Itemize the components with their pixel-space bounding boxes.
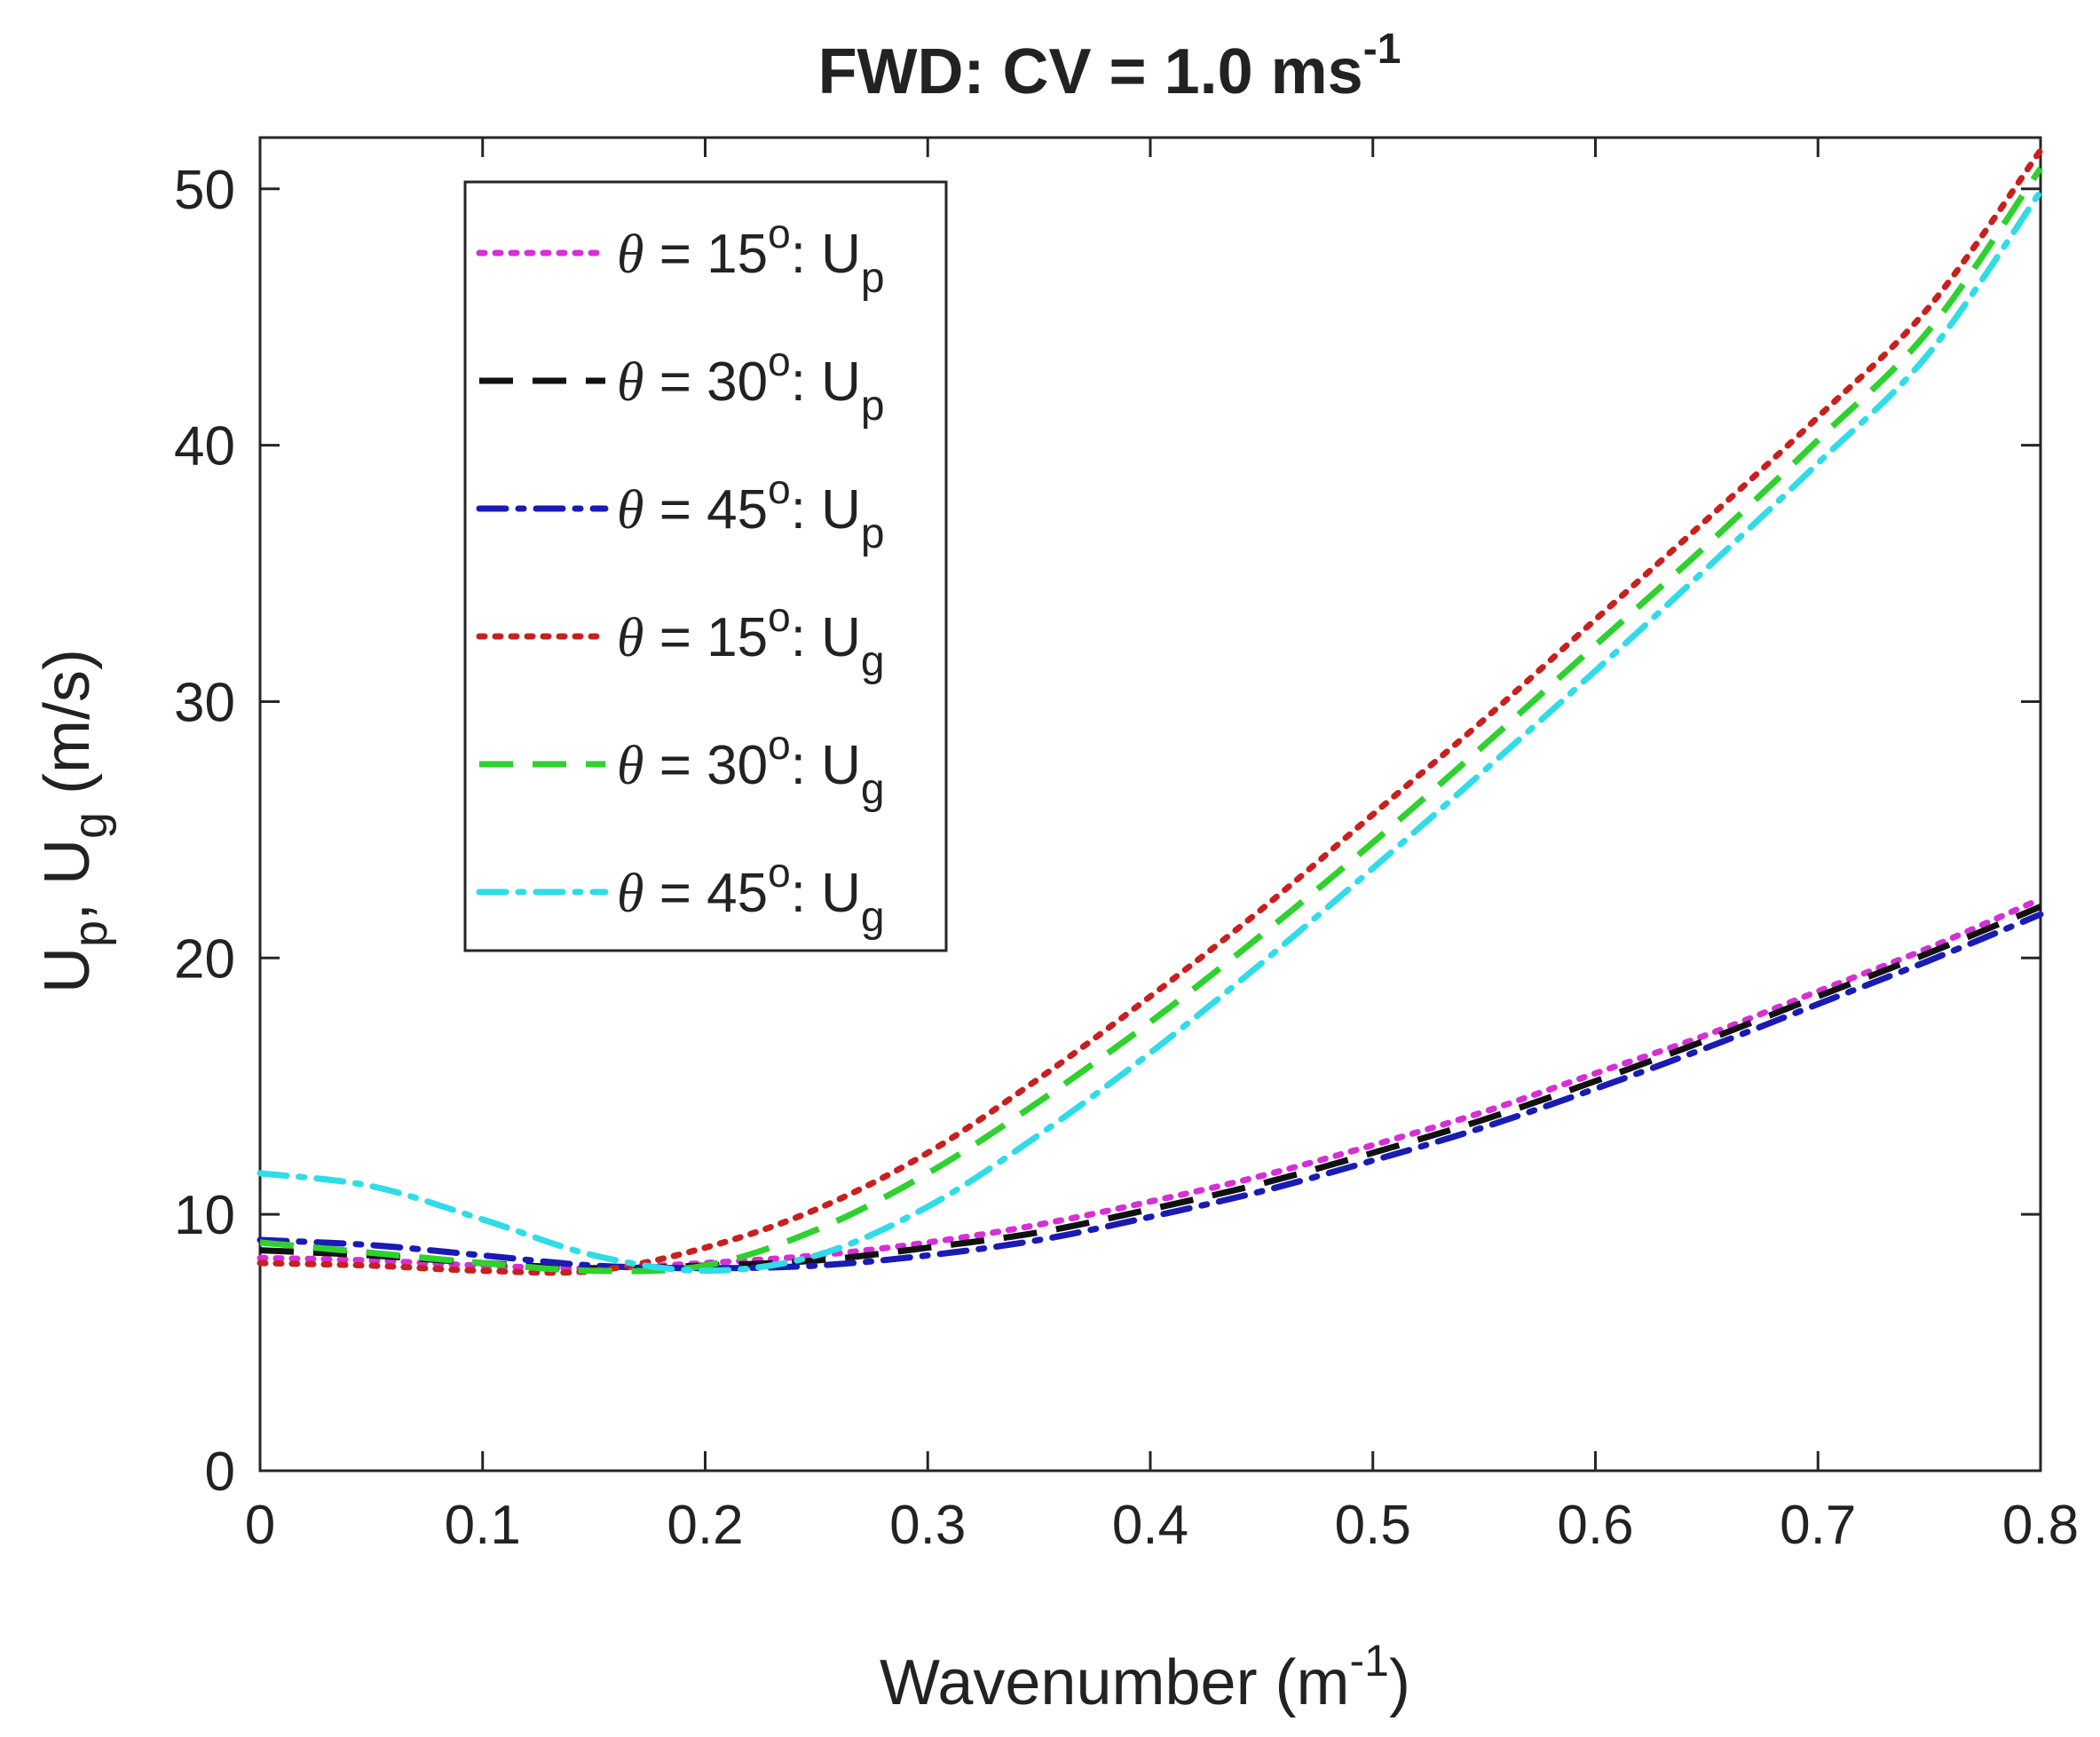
x-tick-label: 0.2 [667,1495,743,1556]
legend-label-theta45-ug: θ = 45o: Ug [617,849,885,941]
x-tick-label: 0.5 [1335,1495,1411,1556]
legend-label-theta15-ug: θ = 15o: Ug [617,594,885,685]
legend-label-theta45-up: θ = 45o: Up [617,466,885,557]
chart-title: FWD: CV = 1.0 ms-1 [818,26,1401,107]
x-tick-label: 0 [245,1495,275,1556]
series-line-theta30-up [259,904,2042,1272]
x-tick-label: 0.4 [1112,1495,1188,1556]
legend: θ = 15o: Up θ = 30o: Up θ = 45o: Up θ = 15o… [463,180,948,952]
y-tick-label: 0 [205,1441,235,1503]
series-line-theta30-ug [259,166,2043,1275]
y-tick-label: 50 [174,160,235,221]
series-layer [257,146,2044,1276]
legend-label-theta15-up: θ = 15o: Up [617,210,885,302]
y-tick-label: 10 [174,1185,235,1246]
y-tick-label: 40 [174,416,235,478]
axis-ticks [258,138,2042,1473]
series-line-theta15-up [257,896,2044,1272]
x-tick-label: 0.3 [889,1495,966,1556]
legend-box [463,180,948,952]
x-tick-label: 0.6 [1557,1495,1633,1556]
y-tick-label: 20 [174,928,235,990]
series-line-theta45-ug [257,188,2044,1275]
legend-label-theta30-ug: θ = 30o: Ug [617,722,885,813]
legend-label-theta30-up: θ = 30o: Up [617,338,885,430]
series-line-theta45-up [257,911,2044,1272]
x-axis-label: Wavenumber (m-1) [880,1636,1410,1718]
y-axis-label: Up, Ug (m/s) [32,649,117,993]
x-tick-label: 0.1 [445,1495,521,1556]
y-tick-label: 30 [174,672,235,733]
axis-tick-labels: 0 0.1 0.2 0.3 0.4 0.5 0.6 0.7 0.8 0 10 20 30 40 50 [174,160,2079,1556]
x-tick-label: 0.7 [1780,1495,1856,1556]
x-tick-label: 0.8 [2002,1495,2079,1556]
